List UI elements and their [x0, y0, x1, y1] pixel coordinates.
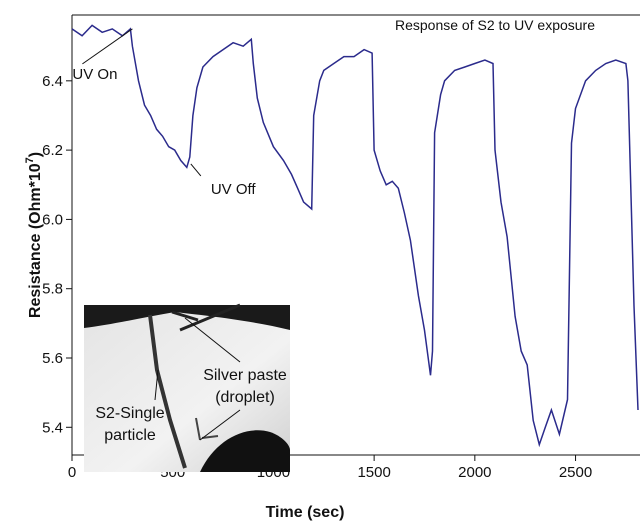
- y-axis-label-close: ): [27, 152, 44, 157]
- inset-droplet: [200, 430, 290, 472]
- inset-pointer: [154, 369, 159, 401]
- inset-wire: [171, 303, 241, 332]
- inset-pointer: [199, 409, 241, 441]
- y-tick-label: 6.2: [42, 142, 63, 159]
- y-tick-label: 6.0: [42, 211, 63, 228]
- inset-label: S2-Single: [95, 405, 164, 422]
- annotation: UV On: [72, 66, 117, 83]
- inset-branch: [195, 417, 219, 441]
- chart-title: Response of S2 to UV exposure: [395, 17, 595, 33]
- x-tick-label: 2500: [559, 464, 592, 481]
- y-axis-label: Resistance (Ohm*107): [24, 152, 44, 318]
- inset-pointer: [184, 317, 241, 363]
- y-tick-label: 5.6: [42, 350, 63, 367]
- inset-particle: [148, 314, 187, 469]
- data-line: [71, 24, 639, 448]
- x-tick-label: 0: [68, 464, 76, 481]
- x-axis-label: Time (sec): [266, 504, 345, 521]
- inset-label: (droplet): [215, 389, 275, 406]
- annotation-pointer: [190, 163, 202, 177]
- y-tick-label: 5.8: [42, 281, 63, 298]
- y-axis-label-exponent: 7: [24, 157, 36, 163]
- inset-shadow: [84, 305, 290, 330]
- x-tick-label: 1500: [357, 464, 390, 481]
- inset-label: particle: [104, 427, 156, 444]
- inset-photo: Silver paste (droplet) S2-Single particl…: [84, 303, 290, 472]
- y-tick-label: 6.4: [42, 73, 63, 90]
- annotation-pointer: [82, 28, 133, 65]
- y-tick-label: 5.4: [42, 419, 63, 436]
- y-axis-label-text: Resistance (Ohm*10: [27, 163, 44, 318]
- inset-label: Silver paste: [203, 367, 287, 384]
- annotation: UV Off: [211, 181, 257, 198]
- x-tick-label: 2000: [458, 464, 491, 481]
